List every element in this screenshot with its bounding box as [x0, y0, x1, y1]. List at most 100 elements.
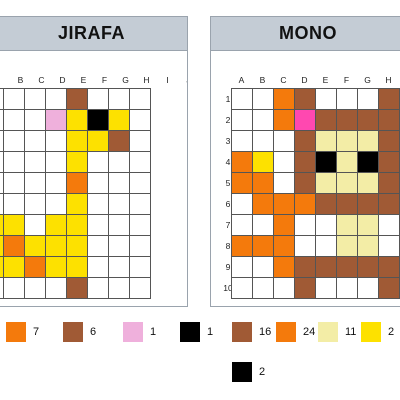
grid-cell[interactable] — [46, 173, 67, 194]
grid-cell[interactable] — [109, 89, 130, 110]
grid-cell[interactable] — [337, 131, 358, 152]
grid-cell[interactable] — [295, 152, 316, 173]
grid-cell[interactable] — [274, 215, 295, 236]
grid-cell[interactable] — [358, 194, 379, 215]
grid-cell[interactable] — [0, 131, 4, 152]
grid-cell[interactable] — [88, 257, 109, 278]
grid-cell[interactable] — [67, 152, 88, 173]
grid-cell[interactable] — [337, 257, 358, 278]
grid-cell[interactable] — [337, 110, 358, 131]
grid-cell[interactable] — [274, 131, 295, 152]
grid-cell[interactable] — [88, 215, 109, 236]
grid-cell[interactable] — [232, 110, 253, 131]
grid-cell[interactable] — [25, 194, 46, 215]
grid-cell[interactable] — [358, 215, 379, 236]
grid-cell[interactable] — [316, 110, 337, 131]
grid-cell[interactable] — [232, 152, 253, 173]
grid-cell[interactable] — [0, 215, 4, 236]
grid-cell[interactable] — [337, 215, 358, 236]
grid-cell[interactable] — [253, 215, 274, 236]
grid-cell[interactable] — [25, 89, 46, 110]
grid-cell[interactable] — [232, 257, 253, 278]
grid-cell[interactable] — [358, 131, 379, 152]
grid-cell[interactable] — [274, 257, 295, 278]
grid-cell[interactable] — [358, 173, 379, 194]
grid-cell[interactable] — [274, 236, 295, 257]
grid-cell[interactable] — [337, 194, 358, 215]
grid-cell[interactable] — [67, 131, 88, 152]
grid-cell[interactable] — [88, 236, 109, 257]
grid-cell[interactable] — [274, 110, 295, 131]
grid-cell[interactable] — [358, 257, 379, 278]
grid-cell[interactable] — [295, 215, 316, 236]
grid-cell[interactable] — [25, 152, 46, 173]
grid-cell[interactable] — [4, 110, 25, 131]
grid-cell[interactable] — [316, 173, 337, 194]
grid-cell[interactable] — [295, 110, 316, 131]
grid-cell[interactable] — [130, 215, 151, 236]
grid-cell[interactable] — [232, 278, 253, 299]
grid-cell[interactable] — [316, 194, 337, 215]
grid-cell[interactable] — [379, 257, 400, 278]
grid-cell[interactable] — [46, 89, 67, 110]
grid-cell[interactable] — [274, 194, 295, 215]
grid-cell[interactable] — [232, 131, 253, 152]
grid-cell[interactable] — [67, 110, 88, 131]
grid-cell[interactable] — [337, 89, 358, 110]
grid-cell[interactable] — [253, 257, 274, 278]
grid-cell[interactable] — [274, 152, 295, 173]
grid-cell[interactable] — [358, 152, 379, 173]
grid-cell[interactable] — [316, 278, 337, 299]
grid-cell[interactable] — [67, 194, 88, 215]
grid-cell[interactable] — [295, 278, 316, 299]
grid-cell[interactable] — [337, 278, 358, 299]
grid-cell[interactable] — [25, 110, 46, 131]
grid-cell[interactable] — [253, 173, 274, 194]
grid-cell[interactable] — [4, 131, 25, 152]
grid-cell[interactable] — [4, 278, 25, 299]
grid-cell[interactable] — [253, 89, 274, 110]
grid-cell[interactable] — [130, 194, 151, 215]
grid-cell[interactable] — [130, 131, 151, 152]
grid-cell[interactable] — [379, 110, 400, 131]
grid-cell[interactable] — [379, 278, 400, 299]
grid-cell[interactable] — [46, 110, 67, 131]
grid-cell[interactable] — [109, 194, 130, 215]
grid-cell[interactable] — [88, 173, 109, 194]
grid-cell[interactable] — [46, 236, 67, 257]
grid-cell[interactable] — [109, 215, 130, 236]
grid-cell[interactable] — [295, 89, 316, 110]
grid-cell[interactable] — [316, 89, 337, 110]
grid-cell[interactable] — [379, 236, 400, 257]
grid-cell[interactable] — [46, 152, 67, 173]
grid-cell[interactable] — [337, 152, 358, 173]
grid-cell[interactable] — [358, 278, 379, 299]
grid-cell[interactable] — [4, 215, 25, 236]
grid-cell[interactable] — [25, 131, 46, 152]
grid-cell[interactable] — [4, 236, 25, 257]
grid-cell[interactable] — [253, 110, 274, 131]
grid-cell[interactable] — [67, 257, 88, 278]
grid-cell[interactable] — [88, 131, 109, 152]
grid-cell[interactable] — [67, 236, 88, 257]
grid-cell[interactable] — [88, 152, 109, 173]
grid-cell[interactable] — [130, 152, 151, 173]
grid-cell[interactable] — [67, 215, 88, 236]
grid-cell[interactable] — [46, 257, 67, 278]
grid-cell[interactable] — [379, 173, 400, 194]
grid-cell[interactable] — [4, 173, 25, 194]
grid-cell[interactable] — [316, 215, 337, 236]
grid-cell[interactable] — [109, 278, 130, 299]
grid-cell[interactable] — [130, 89, 151, 110]
grid-cell[interactable] — [358, 236, 379, 257]
grid-cell[interactable] — [232, 236, 253, 257]
grid-cell[interactable] — [274, 89, 295, 110]
grid-cell[interactable] — [274, 278, 295, 299]
grid-cell[interactable] — [358, 110, 379, 131]
grid-cell[interactable] — [130, 173, 151, 194]
grid-cell[interactable] — [274, 173, 295, 194]
grid-cell[interactable] — [109, 131, 130, 152]
grid-cell[interactable] — [316, 257, 337, 278]
grid-cell[interactable] — [379, 131, 400, 152]
grid-cell[interactable] — [4, 89, 25, 110]
